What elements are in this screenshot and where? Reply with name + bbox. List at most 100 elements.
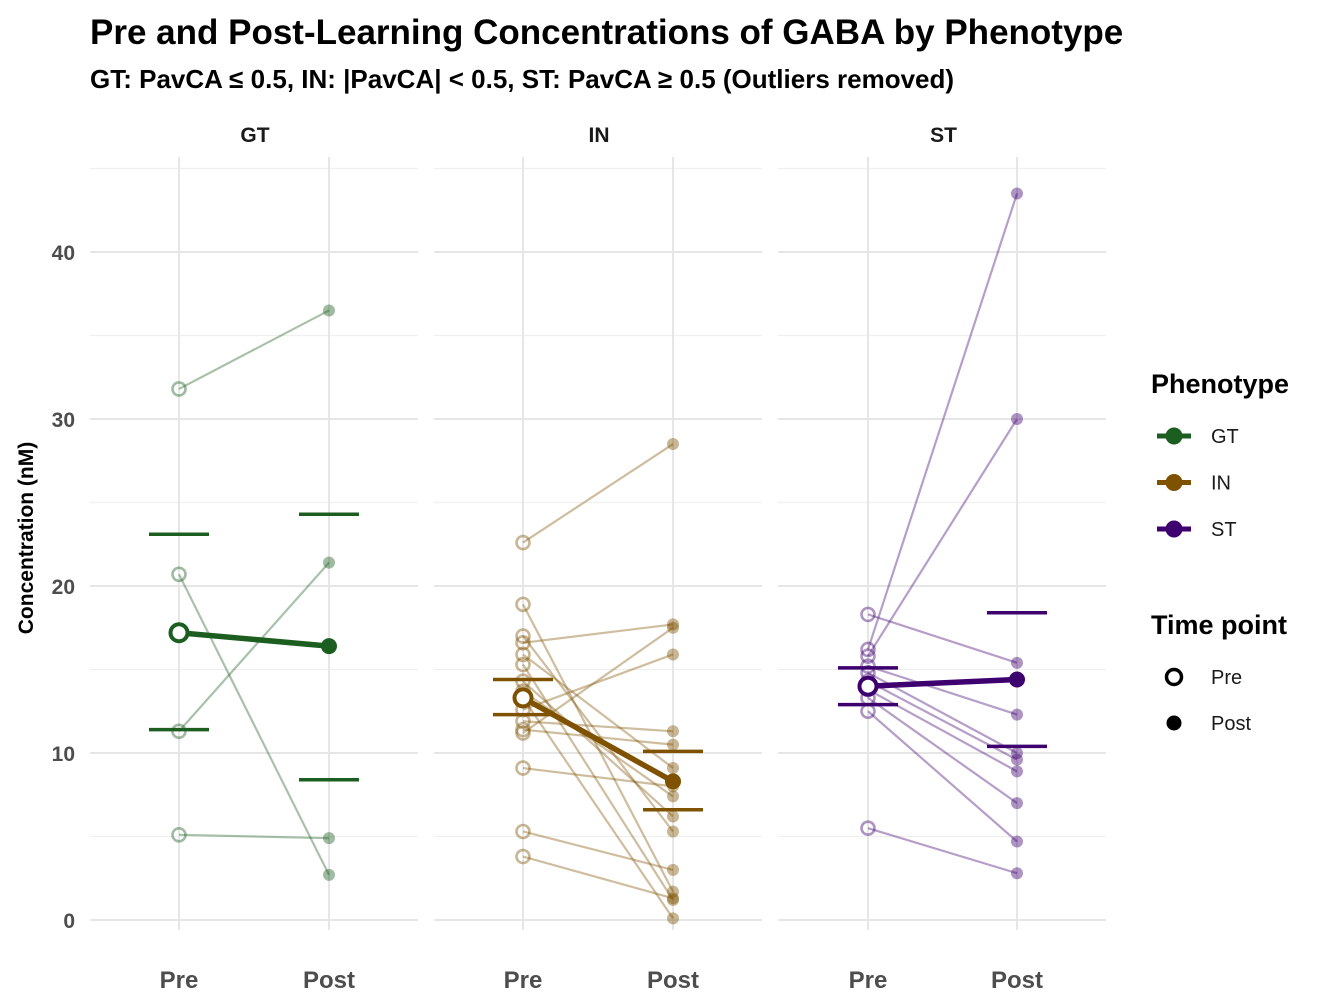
subject-line: [522, 680, 674, 818]
chart-title: Pre and Post-Learning Concentrations of …: [90, 13, 1123, 52]
subject-line: [867, 613, 1018, 664]
subject-line: [522, 663, 674, 901]
post-point: [667, 738, 679, 751]
subject-line: [522, 697, 674, 919]
pre-point: [171, 381, 187, 397]
mean-pre-point: [857, 675, 879, 697]
post-point: [1011, 656, 1023, 669]
pre-point: [515, 725, 531, 741]
y-tick-label: 30: [52, 409, 75, 432]
pre-point: [515, 721, 531, 738]
y-tick-label: 40: [52, 242, 75, 265]
subject-line: [522, 635, 674, 833]
pre-point: [515, 628, 531, 644]
pre-point: [515, 634, 531, 651]
y-tick-label: 0: [63, 910, 75, 933]
post-point: [667, 893, 679, 906]
subject-line: [522, 830, 674, 871]
facet-panels: GT Pre Post IN Pre Post ST Pre Post 0 10 20 30 40: [52, 124, 1106, 994]
pre-point: [515, 656, 531, 673]
pre-point: [860, 606, 876, 623]
panel-ST: ST Pre Post: [778, 124, 1106, 994]
post-point: [323, 304, 335, 317]
mean-line: [178, 630, 330, 649]
legend-title-phenotype: Phenotype: [1151, 369, 1289, 399]
legend-key-point: [1165, 520, 1183, 538]
legend: Phenotype GT IN ST Time point Pre Post: [1151, 369, 1289, 735]
post-point: [1011, 747, 1023, 759]
pre-point: [515, 596, 531, 613]
legend-item-label: GT: [1211, 426, 1239, 448]
post-point: [667, 438, 679, 451]
post-point: [1011, 867, 1023, 880]
post-point: [667, 725, 679, 738]
post-point: [667, 790, 679, 803]
post-point: [323, 832, 335, 845]
x-tick-label: Post: [647, 967, 699, 994]
legend-item-label: Pre: [1211, 667, 1242, 689]
post-point: [667, 762, 679, 775]
legend-item-label: ST: [1211, 519, 1237, 541]
pre-point: [515, 848, 531, 865]
subject-line: [522, 653, 674, 769]
mean-line: [521, 695, 675, 784]
mean-line: [867, 676, 1018, 689]
post-point: [1011, 835, 1023, 848]
y-axis-label: Concentration (nM): [15, 442, 38, 634]
post-point: [1011, 187, 1023, 200]
post-point: [667, 885, 679, 898]
pre-point: [515, 534, 531, 551]
mean-pre-point: [512, 687, 534, 709]
subject-line: [867, 418, 1018, 657]
pre-point: [515, 646, 531, 663]
mean-post-point: [321, 638, 337, 655]
subject-line: [522, 603, 674, 893]
post-point: [1011, 797, 1023, 810]
post-point: [667, 825, 679, 838]
chart-subtitle: GT: PavCA ≤ 0.5, IN: |PavCA| < 0.5, ST: …: [90, 64, 954, 94]
legend-title-time: Time point: [1151, 610, 1287, 640]
mean-post-point: [1009, 671, 1025, 688]
subject-line: [867, 696, 1018, 804]
x-tick-label: Post: [303, 967, 355, 994]
pre-point: [860, 648, 876, 664]
pre-point: [515, 760, 531, 776]
post-point: [667, 810, 679, 823]
post-point: [667, 892, 679, 905]
subject-line: [866, 193, 1019, 650]
post-point: [1011, 708, 1023, 721]
legend-key-open-circle: [1164, 667, 1184, 687]
strip-label: IN: [589, 124, 610, 147]
subject-line: [178, 573, 330, 876]
subject-line: [867, 827, 1018, 875]
pre-point: [171, 827, 187, 843]
subject-line: [867, 665, 1018, 716]
panel-GT: GT Pre Post: [90, 124, 418, 994]
panel-IN: IN Pre Post: [434, 124, 762, 994]
legend-key-point: [1165, 474, 1183, 491]
pre-point: [860, 641, 876, 658]
y-tick-label: 10: [52, 743, 75, 766]
legend-key-point: [1165, 427, 1183, 445]
post-point: [1011, 753, 1023, 766]
pre-point: [515, 823, 531, 840]
mean-post-point: [665, 773, 681, 790]
x-tick-label: Post: [991, 967, 1043, 994]
post-point: [667, 618, 679, 631]
mean-pre-point: [168, 622, 190, 644]
post-point: [1011, 765, 1023, 778]
subject-line: [522, 720, 674, 733]
pre-point: [171, 566, 187, 583]
post-point: [667, 912, 679, 925]
subject-line: [522, 443, 674, 544]
subject-line: [522, 766, 674, 788]
legend-item-label: Post: [1211, 713, 1251, 735]
post-point: [667, 863, 679, 876]
strip-label: ST: [930, 124, 957, 147]
legend-key-filled-circle: [1166, 715, 1182, 731]
strip-label: GT: [240, 124, 269, 147]
post-point: [667, 648, 679, 661]
pre-point: [860, 820, 876, 836]
x-tick-label: Pre: [849, 967, 888, 994]
